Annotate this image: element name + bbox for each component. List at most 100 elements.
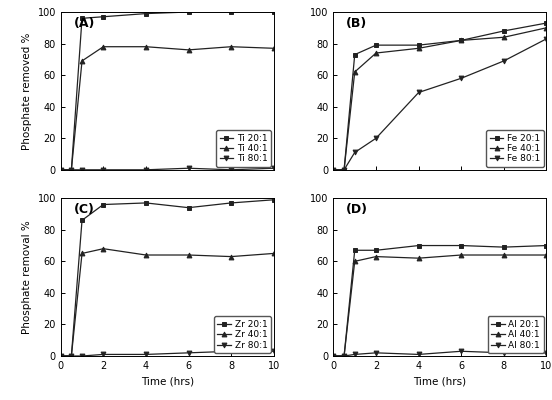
Ti 40:1 xyxy=(68,167,75,172)
Line: Zr 20:1: Zr 20:1 xyxy=(59,197,276,358)
Zr 40:1 xyxy=(185,253,192,258)
Fe 20:1 xyxy=(373,43,379,48)
Fe 20:1 xyxy=(501,28,507,33)
Fe 40:1 xyxy=(341,167,347,172)
Fe 80:1 xyxy=(330,167,337,172)
Ti 40:1 xyxy=(57,167,64,172)
Al 40:1 xyxy=(543,253,550,258)
Al 20:1 xyxy=(373,248,379,253)
Al 80:1 xyxy=(352,352,358,357)
Ti 80:1 xyxy=(100,167,107,172)
Legend: Al 20:1, Al 40:1, Al 80:1: Al 20:1, Al 40:1, Al 80:1 xyxy=(487,316,544,353)
Zr 80:1 xyxy=(142,352,149,357)
Zr 20:1 xyxy=(228,200,235,205)
Zr 80:1 xyxy=(79,354,86,358)
Al 40:1 xyxy=(330,354,337,358)
Line: Fe 20:1: Fe 20:1 xyxy=(331,21,549,172)
Al 40:1 xyxy=(373,254,379,259)
Al 20:1 xyxy=(341,354,347,358)
Al 80:1 xyxy=(373,350,379,355)
Zr 80:1 xyxy=(185,350,192,355)
Ti 80:1 xyxy=(79,167,86,172)
Al 80:1 xyxy=(330,354,337,358)
Fe 80:1 xyxy=(501,58,507,63)
Fe 40:1 xyxy=(352,70,358,74)
Line: Al 80:1: Al 80:1 xyxy=(331,349,549,358)
Fe 20:1 xyxy=(341,167,347,172)
Zr 20:1 xyxy=(79,218,86,223)
Ti 20:1 xyxy=(68,167,75,172)
Legend: Fe 20:1, Fe 40:1, Fe 80:1: Fe 20:1, Fe 40:1, Fe 80:1 xyxy=(486,130,544,167)
Al 20:1 xyxy=(543,243,550,248)
Y-axis label: Phosphate removal %: Phosphate removal % xyxy=(22,220,32,334)
Fe 80:1 xyxy=(373,136,379,141)
Zr 40:1 xyxy=(68,354,75,358)
Fe 20:1 xyxy=(352,52,358,57)
Fe 20:1 xyxy=(415,43,422,48)
Al 20:1 xyxy=(330,354,337,358)
Line: Al 20:1: Al 20:1 xyxy=(331,243,549,358)
Ti 20:1 xyxy=(228,10,235,14)
Zr 80:1 xyxy=(100,352,107,357)
Al 40:1 xyxy=(341,354,347,358)
Ti 80:1 xyxy=(270,166,277,171)
Line: Al 40:1: Al 40:1 xyxy=(331,252,549,358)
Zr 40:1 xyxy=(79,251,86,256)
Ti 20:1 xyxy=(100,14,107,19)
Fe 40:1 xyxy=(373,51,379,56)
Line: Ti 20:1: Ti 20:1 xyxy=(59,10,276,172)
Al 80:1 xyxy=(341,354,347,358)
Al 20:1 xyxy=(415,243,422,248)
Text: (B): (B) xyxy=(346,17,368,30)
Ti 20:1 xyxy=(57,167,64,172)
Al 40:1 xyxy=(458,253,465,258)
Zr 40:1 xyxy=(57,354,64,358)
Ti 40:1 xyxy=(228,44,235,49)
Al 80:1 xyxy=(415,352,422,357)
X-axis label: Time (hrs): Time (hrs) xyxy=(413,376,466,386)
Ti 80:1 xyxy=(185,166,192,171)
Ti 80:1 xyxy=(228,167,235,172)
Ti 80:1 xyxy=(142,167,149,172)
Ti 40:1 xyxy=(270,46,277,51)
Fe 80:1 xyxy=(352,150,358,155)
Zr 40:1 xyxy=(100,246,107,251)
Line: Ti 80:1: Ti 80:1 xyxy=(59,166,276,172)
Ti 20:1 xyxy=(270,10,277,14)
Ti 40:1 xyxy=(79,58,86,63)
Fe 80:1 xyxy=(341,167,347,172)
Legend: Ti 20:1, Ti 40:1, Ti 80:1: Ti 20:1, Ti 40:1, Ti 80:1 xyxy=(216,130,271,167)
Ti 20:1 xyxy=(185,10,192,14)
Ti 20:1 xyxy=(142,11,149,16)
Ti 20:1 xyxy=(79,16,86,21)
Ti 40:1 xyxy=(100,44,107,49)
Zr 80:1 xyxy=(228,349,235,354)
Al 40:1 xyxy=(352,259,358,264)
Line: Zr 40:1: Zr 40:1 xyxy=(59,246,276,358)
Al 80:1 xyxy=(543,350,550,355)
Y-axis label: Phosphate removed %: Phosphate removed % xyxy=(22,32,32,150)
Zr 80:1 xyxy=(270,349,277,354)
Fe 40:1 xyxy=(458,38,465,43)
Zr 20:1 xyxy=(185,205,192,210)
Fe 40:1 xyxy=(330,167,337,172)
Zr 20:1 xyxy=(57,354,64,358)
Al 20:1 xyxy=(458,243,465,248)
Fe 80:1 xyxy=(543,36,550,41)
Zr 80:1 xyxy=(57,354,64,358)
Fe 40:1 xyxy=(501,35,507,40)
Ti 40:1 xyxy=(142,44,149,49)
Line: Ti 40:1: Ti 40:1 xyxy=(59,44,276,172)
Zr 40:1 xyxy=(228,254,235,259)
Zr 40:1 xyxy=(142,253,149,258)
Fe 40:1 xyxy=(415,46,422,51)
Zr 40:1 xyxy=(270,251,277,256)
Fe 40:1 xyxy=(543,25,550,30)
Fe 20:1 xyxy=(458,38,465,43)
Line: Fe 80:1: Fe 80:1 xyxy=(331,36,549,172)
Ti 40:1 xyxy=(185,48,192,52)
Al 20:1 xyxy=(501,245,507,250)
Text: (A): (A) xyxy=(73,17,95,30)
Ti 80:1 xyxy=(68,167,75,172)
Legend: Zr 20:1, Zr 40:1, Zr 80:1: Zr 20:1, Zr 40:1, Zr 80:1 xyxy=(214,316,271,353)
